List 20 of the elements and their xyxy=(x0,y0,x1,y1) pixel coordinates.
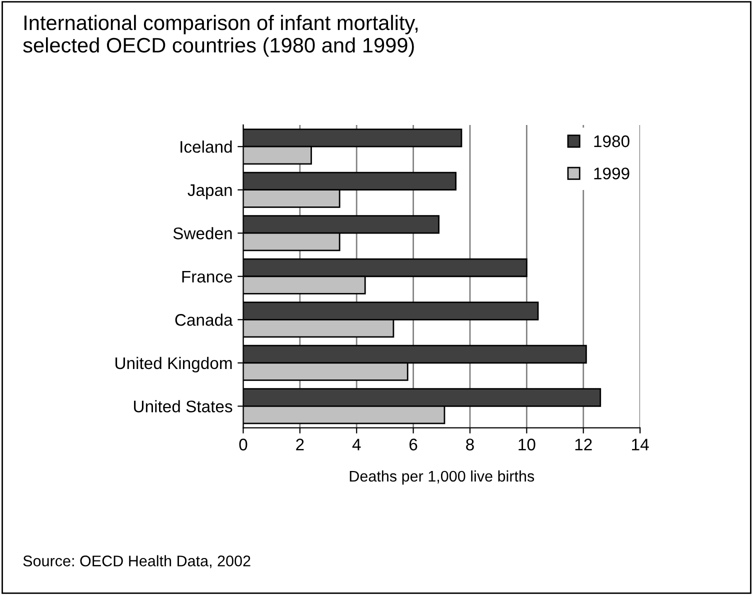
y-tick-label: Iceland xyxy=(180,140,232,153)
y-tick-label: United Kingdom xyxy=(116,356,232,372)
x-tick-label: 8 xyxy=(466,438,474,450)
x-tick-label: 0 xyxy=(239,438,248,450)
y-tick-label: Japan xyxy=(188,184,232,200)
y-tick-label: United States xyxy=(134,400,232,412)
x-tick-label: 14 xyxy=(632,438,649,450)
x-tick-label: 10 xyxy=(518,438,536,450)
x-tick-label: 2 xyxy=(296,438,304,450)
legend-label: 1999 xyxy=(594,168,630,180)
x-tick-label: 4 xyxy=(352,438,361,450)
x-axis-title: Deaths per 1,000 live births xyxy=(350,470,534,485)
y-tick-label: Canada xyxy=(175,314,233,326)
y-tick-label: Sweden xyxy=(173,227,232,240)
x-tick-label: 12 xyxy=(575,438,592,450)
source-note: Source: OECD Health Data, 2002 xyxy=(23,555,250,568)
y-tick-label: France xyxy=(182,270,232,283)
legend-label: 1980 xyxy=(594,135,630,148)
x-tick-label: 6 xyxy=(410,438,418,450)
chart-title: International comparison of infant mortality, selected OECD countries (1980 and 1999) xyxy=(23,14,418,57)
